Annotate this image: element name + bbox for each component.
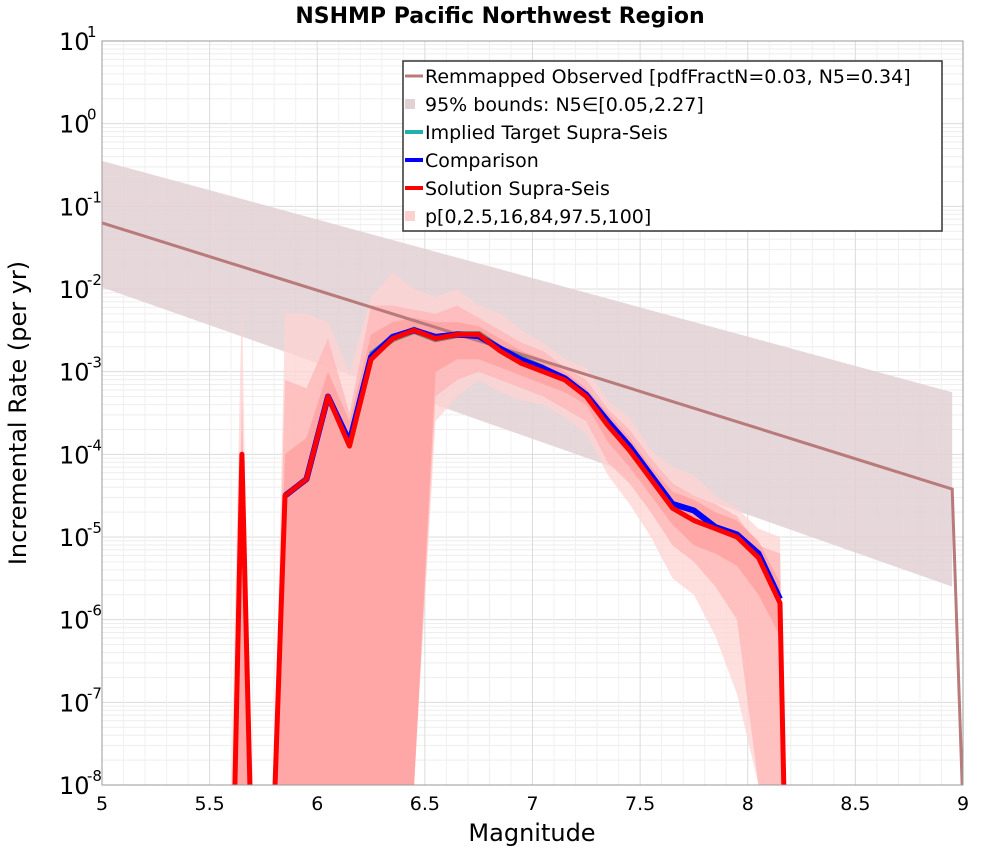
y-tick-base: 10: [59, 524, 90, 552]
y-tick-exponent: 1: [87, 23, 97, 41]
y-tick: 100: [59, 106, 97, 139]
y-tick-exponent: 0: [87, 106, 97, 124]
y-tick: 10-2: [59, 271, 102, 304]
y-tick-exponent: -8: [87, 767, 102, 785]
x-tick-label: 7.5: [625, 793, 655, 815]
y-tick-exponent: -4: [87, 436, 102, 454]
legend-item: Remmapped Observed [pdfFractN=0.03, N5=0…: [405, 66, 911, 88]
y-tick-base: 10: [59, 28, 90, 56]
y-tick-exponent: -1: [87, 188, 102, 206]
chart-title: NSHMP Pacific Northwest Region: [295, 4, 704, 29]
legend-label: Implied Target Supra-Seis: [425, 122, 668, 144]
legend-swatch: [405, 99, 415, 109]
y-tick: 10-6: [59, 602, 102, 635]
legend-swatch: [405, 211, 415, 221]
x-tick-label: 5: [96, 793, 108, 815]
y-tick-base: 10: [59, 607, 90, 635]
y-tick-base: 10: [59, 441, 90, 469]
legend-item: Solution Supra-Seis: [405, 178, 610, 200]
y-tick-base: 10: [59, 111, 90, 139]
y-tick: 10-3: [59, 354, 102, 387]
x-tick-label: 6: [311, 793, 323, 815]
legend-label: p[0,2.5,16,84,97.5,100]: [425, 206, 651, 228]
x-tick-label: 5.5: [195, 793, 225, 815]
x-tick-label: 7: [526, 793, 538, 815]
y-tick: 10-1: [59, 188, 102, 221]
y-tick-exponent: -5: [87, 519, 102, 537]
y-tick: 10-5: [59, 519, 102, 552]
legend-item: 95% bounds: N5∈[0.05,2.27]: [405, 94, 704, 116]
y-tick-base: 10: [59, 359, 90, 387]
x-tick-label: 8: [742, 793, 754, 815]
y-tick-exponent: -3: [87, 354, 102, 372]
y-tick: 10-8: [59, 767, 102, 800]
percentile-band-2: [237, 317, 785, 785]
legend-item: Implied Target Supra-Seis: [405, 122, 668, 144]
y-tick: 10-4: [59, 436, 102, 469]
y-tick-base: 10: [59, 689, 90, 717]
x-axis-label: Magnitude: [468, 819, 595, 847]
observed-line: [102, 221, 963, 785]
y-tick: 101: [59, 23, 97, 56]
y-tick-exponent: -7: [87, 684, 102, 702]
series-lines: [102, 221, 963, 785]
legend-label: Comparison: [425, 150, 539, 172]
legend-label: Remmapped Observed [pdfFractN=0.03, N5=0…: [425, 66, 911, 88]
y-tick-base: 10: [59, 193, 90, 221]
plot-area-frame: [101, 40, 964, 786]
legend-item: p[0,2.5,16,84,97.5,100]: [405, 206, 651, 228]
legend-item: Comparison: [405, 150, 539, 172]
x-tick-label: 6.5: [410, 793, 440, 815]
solution-line: [232, 327, 787, 785]
y-tick-base: 10: [59, 276, 90, 304]
x-axis-ticks: 5 5.5 6 6.5 7 7.5 8 8.5 9: [96, 793, 969, 815]
legend-box: [402, 60, 943, 232]
y-tick-exponent: -6: [87, 602, 102, 620]
percentile-bands: [231, 272, 785, 785]
legend-label: 95% bounds: N5∈[0.05,2.27]: [425, 94, 704, 116]
x-tick-label: 9: [957, 793, 969, 815]
y-tick: 10-7: [59, 684, 102, 717]
x-tick-label: 8.5: [840, 793, 870, 815]
legend: Remmapped Observed [pdfFractN=0.03, N5=0…: [402, 60, 943, 232]
y-axis-label: Incremental Rate (per yr): [4, 261, 32, 565]
y-tick-base: 10: [59, 772, 90, 800]
legend-label: Solution Supra-Seis: [425, 178, 610, 200]
y-tick-exponent: -2: [87, 271, 102, 289]
